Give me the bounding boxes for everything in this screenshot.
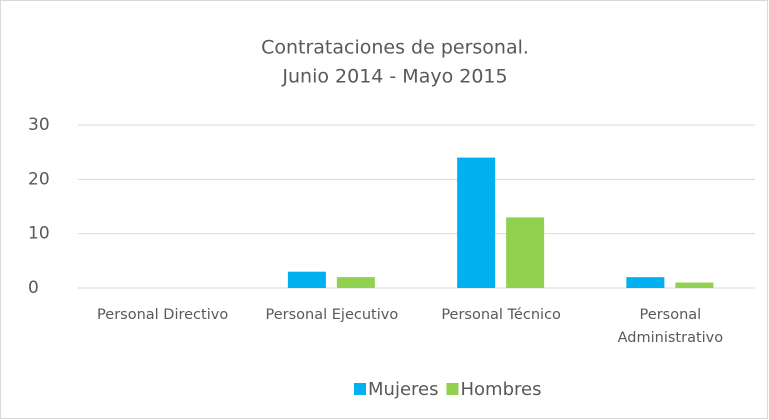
y-tick-label: 0 bbox=[28, 278, 39, 298]
y-tick-label: 30 bbox=[28, 115, 50, 135]
x-tick-label: Personal Ejecutivo bbox=[266, 307, 399, 323]
y-tick-label: 10 bbox=[28, 224, 50, 244]
legend-swatch bbox=[446, 383, 459, 395]
chart-subtitle: Junio 2014 - Mayo 2015 bbox=[281, 66, 507, 88]
x-tick-label: Personal Administrativo bbox=[618, 307, 724, 346]
bar bbox=[626, 277, 665, 288]
y-tick-label: 20 bbox=[28, 169, 50, 189]
bar bbox=[287, 271, 326, 288]
chart-title: Contrataciones de personal. bbox=[261, 37, 529, 59]
bar bbox=[457, 157, 496, 288]
x-tick-label: Personal Directivo bbox=[97, 307, 228, 323]
legend-swatch bbox=[354, 383, 366, 395]
bar bbox=[336, 277, 375, 288]
bar bbox=[675, 282, 714, 288]
legend-label: Mujeres bbox=[368, 379, 438, 400]
legend-label: Hombres bbox=[460, 379, 541, 400]
bar bbox=[506, 217, 545, 288]
x-tick-label: Personal Técnico bbox=[441, 307, 561, 323]
